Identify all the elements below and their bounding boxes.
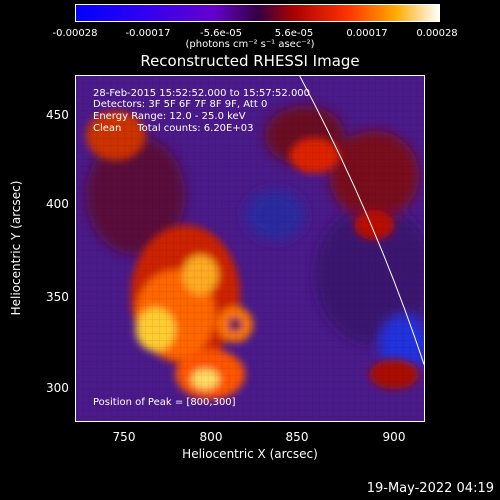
x-tick-label: 850	[285, 430, 309, 444]
x-axis-label: Heliocentric X (arcsec)	[182, 447, 318, 461]
y-tick-label: 400	[46, 197, 69, 211]
x-tick-label: 900	[382, 430, 406, 444]
time-range-text: 28-Feb-2015 15:52:52.000 to 15:57:52.000	[93, 88, 311, 99]
method-counts-text: Clean Total counts: 6.20E+03	[93, 123, 254, 134]
colorbar-unit-label: (photons cm⁻² s⁻¹ asec⁻²)	[185, 39, 315, 50]
colorbar-tick: 0.00028	[416, 28, 458, 39]
y-axis-label: Heliocentric Y (arcsec)	[9, 180, 23, 316]
colorbar-tick: 5.6e-05	[274, 28, 314, 39]
y-tick-label: 350	[46, 290, 69, 304]
image-title: Reconstructed RHESSI Image	[140, 52, 360, 70]
colorbar-tick: 0.00017	[346, 28, 388, 39]
colorbar-tick: -0.00017	[125, 28, 171, 39]
peak-position-text: Position of Peak = [800,300]	[93, 397, 236, 408]
colorbar-tick: -0.00028	[52, 28, 98, 39]
colorbar-tick: -5.6e-05	[200, 28, 242, 39]
detectors-text: Detectors: 3F 5F 6F 7F 8F 9F, Att 0	[93, 99, 268, 110]
x-tick-label: 800	[199, 430, 223, 444]
y-tick-label: 450	[46, 108, 69, 122]
colorbar	[75, 4, 440, 22]
energy-range-text: Energy Range: 12.0 - 25.0 keV	[93, 111, 246, 122]
x-tick-label: 750	[112, 430, 136, 444]
y-tick-label: 300	[46, 381, 69, 395]
timestamp: 19-May-2022 04:19	[366, 481, 494, 496]
rhessi-image	[75, 75, 425, 422]
